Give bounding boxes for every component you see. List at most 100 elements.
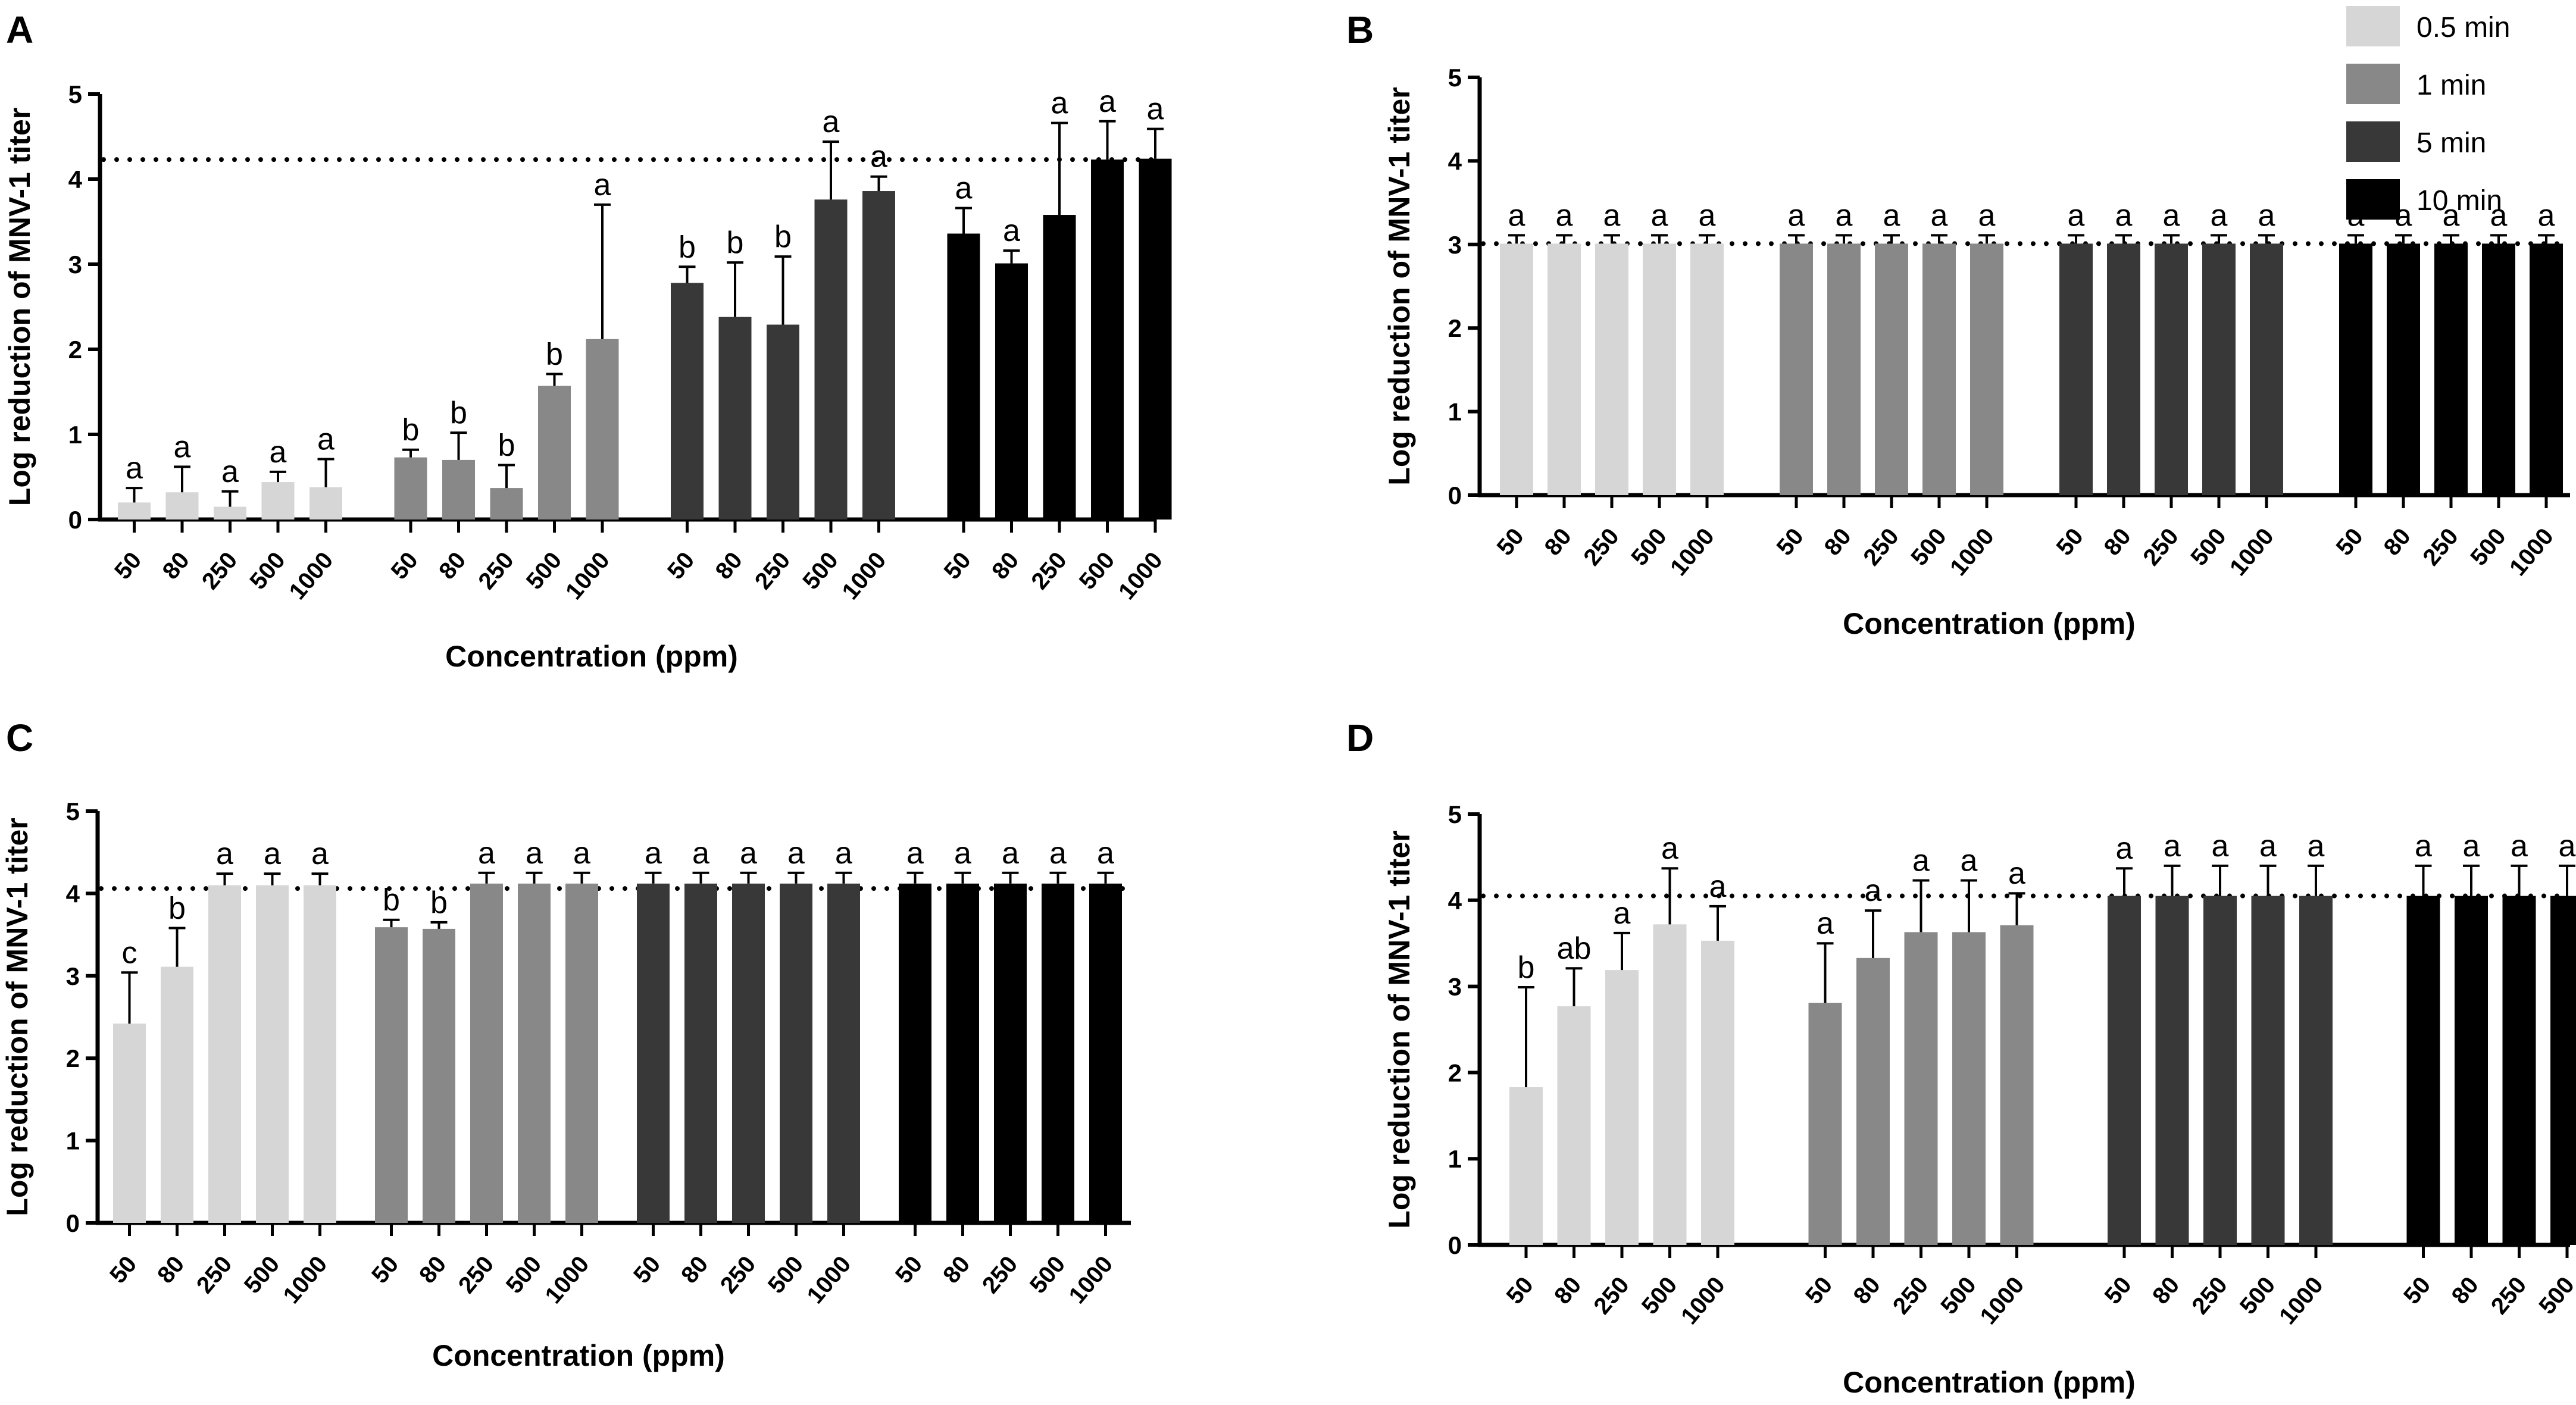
bar bbox=[995, 263, 1028, 520]
x-tick-label: 250 bbox=[1026, 547, 1072, 594]
significance-letter: a bbox=[526, 836, 543, 871]
bar bbox=[2455, 896, 2488, 1245]
significance-letter: b bbox=[168, 891, 186, 926]
x-tick-label: 80 bbox=[676, 1251, 713, 1288]
legend-label: 1 min bbox=[2416, 70, 2486, 101]
significance-letter: ab bbox=[1557, 931, 1592, 966]
x-tick-label: 80 bbox=[938, 1251, 975, 1288]
x-tick-label: 1000 bbox=[540, 1251, 594, 1309]
x-tick-label: 80 bbox=[2099, 524, 2136, 561]
x-tick-label: 250 bbox=[750, 547, 796, 594]
x-tick-label: 80 bbox=[152, 1251, 189, 1288]
bar bbox=[1043, 215, 1076, 520]
significance-letter: a bbox=[2308, 829, 2325, 863]
x-tick-label: 50 bbox=[367, 1251, 404, 1288]
x-tick-label: 80 bbox=[2147, 1272, 2184, 1309]
bar bbox=[2059, 243, 2093, 495]
bar bbox=[470, 883, 503, 1223]
significance-letter: a bbox=[1978, 198, 1996, 233]
significance-letter: a bbox=[1661, 831, 1678, 866]
significance-letter: a bbox=[311, 837, 329, 871]
significance-letter: a bbox=[1603, 198, 1621, 233]
bar bbox=[304, 885, 336, 1223]
y-tick-label: 2 bbox=[1448, 1059, 1462, 1087]
significance-letter: a bbox=[174, 430, 191, 464]
significance-letter: a bbox=[1836, 198, 1853, 233]
bar bbox=[1780, 243, 1813, 495]
x-tick-label: 500 bbox=[2534, 1272, 2576, 1319]
bar bbox=[780, 883, 812, 1223]
y-tick-label: 3 bbox=[1448, 973, 1462, 1001]
x-tick-label: 1000 bbox=[1064, 1251, 1118, 1309]
significance-letter: b bbox=[402, 413, 420, 448]
legend-swatch bbox=[2346, 121, 2400, 162]
y-tick-label: 1 bbox=[66, 1127, 80, 1155]
bar bbox=[814, 199, 848, 520]
significance-letter: a bbox=[1556, 198, 1573, 233]
significance-letter: a bbox=[2258, 198, 2275, 233]
bar bbox=[862, 191, 895, 520]
y-tick-label: 5 bbox=[66, 797, 80, 825]
y-tick-label: 0 bbox=[1448, 481, 1462, 509]
bar bbox=[637, 883, 670, 1223]
x-tick-label: 50 bbox=[1492, 524, 1529, 561]
bar bbox=[1509, 1087, 1543, 1245]
significance-letter: a bbox=[2115, 198, 2133, 233]
significance-letter: a bbox=[1099, 85, 1116, 119]
significance-letter: a bbox=[270, 435, 287, 470]
y-tick-label: 0 bbox=[68, 506, 82, 534]
x-tick-label: 80 bbox=[1820, 524, 1856, 561]
bar bbox=[2530, 243, 2563, 495]
significance-letter: a bbox=[1788, 198, 1805, 233]
significance-letter: b bbox=[383, 883, 400, 918]
x-tick-label: 500 bbox=[2235, 1272, 2281, 1319]
x-tick-label: 250 bbox=[1888, 1272, 1934, 1319]
significance-letter: a bbox=[823, 105, 840, 139]
significance-letter: c bbox=[122, 935, 137, 970]
significance-letter: a bbox=[740, 836, 757, 871]
x-tick-label: 1000 bbox=[802, 1251, 856, 1309]
bar bbox=[261, 482, 295, 520]
bar bbox=[1557, 1006, 1591, 1245]
bar bbox=[1827, 243, 1861, 495]
y-tick-label: 2 bbox=[1448, 314, 1462, 342]
significance-letter: a bbox=[2211, 198, 2228, 233]
bar bbox=[442, 459, 475, 520]
y-tick-label: 2 bbox=[66, 1044, 80, 1072]
bar bbox=[1091, 159, 1124, 520]
x-tick-label: 250 bbox=[454, 1251, 499, 1298]
x-tick-label: 50 bbox=[105, 1251, 142, 1288]
y-tick-label: 0 bbox=[66, 1209, 80, 1237]
x-tick-label: 1000 bbox=[2573, 1272, 2576, 1329]
y-tick-label: 5 bbox=[68, 80, 82, 108]
x-tick-label: 250 bbox=[192, 1251, 237, 1298]
x-tick-label: 1000 bbox=[1945, 524, 1999, 581]
significance-letter: a bbox=[1051, 86, 1068, 121]
bar bbox=[2387, 243, 2420, 495]
x-tick-label: 50 bbox=[2052, 524, 2089, 561]
x-tick-label: 50 bbox=[890, 1251, 927, 1288]
panel-C: C Log reduction of MNV-1 titer 0 1 2 3 4 5 c 50 b 8… bbox=[1, 716, 1133, 1372]
y-tick-label: 4 bbox=[66, 880, 80, 908]
significance-letter: a bbox=[1865, 874, 1882, 908]
bar bbox=[1089, 883, 1122, 1223]
bar bbox=[732, 883, 765, 1223]
bar bbox=[1595, 243, 1628, 495]
significance-letter: a bbox=[126, 451, 143, 486]
x-tick-label: 80 bbox=[2447, 1272, 2484, 1309]
bar bbox=[2299, 896, 2333, 1245]
bar bbox=[165, 492, 199, 520]
panel-D: D Log reduction of MNV-1 titer 0 1 2 3 4 5 b 50 ab… bbox=[1346, 716, 2576, 1399]
legend-swatch bbox=[2346, 6, 2400, 46]
x-tick-label: 50 bbox=[1800, 1272, 1837, 1309]
y-tick-label: 4 bbox=[1448, 887, 1462, 915]
significance-letter: a bbox=[1003, 214, 1020, 248]
y-tick-label: 5 bbox=[1448, 64, 1462, 92]
significance-letter: a bbox=[478, 836, 495, 871]
bar bbox=[947, 233, 980, 520]
x-tick-label: 50 bbox=[629, 1251, 665, 1288]
significance-letter: b bbox=[774, 220, 792, 254]
y-axis-label: Log reduction of MNV-1 titer bbox=[1383, 830, 1416, 1228]
bar bbox=[208, 885, 241, 1223]
bar bbox=[2502, 896, 2536, 1245]
